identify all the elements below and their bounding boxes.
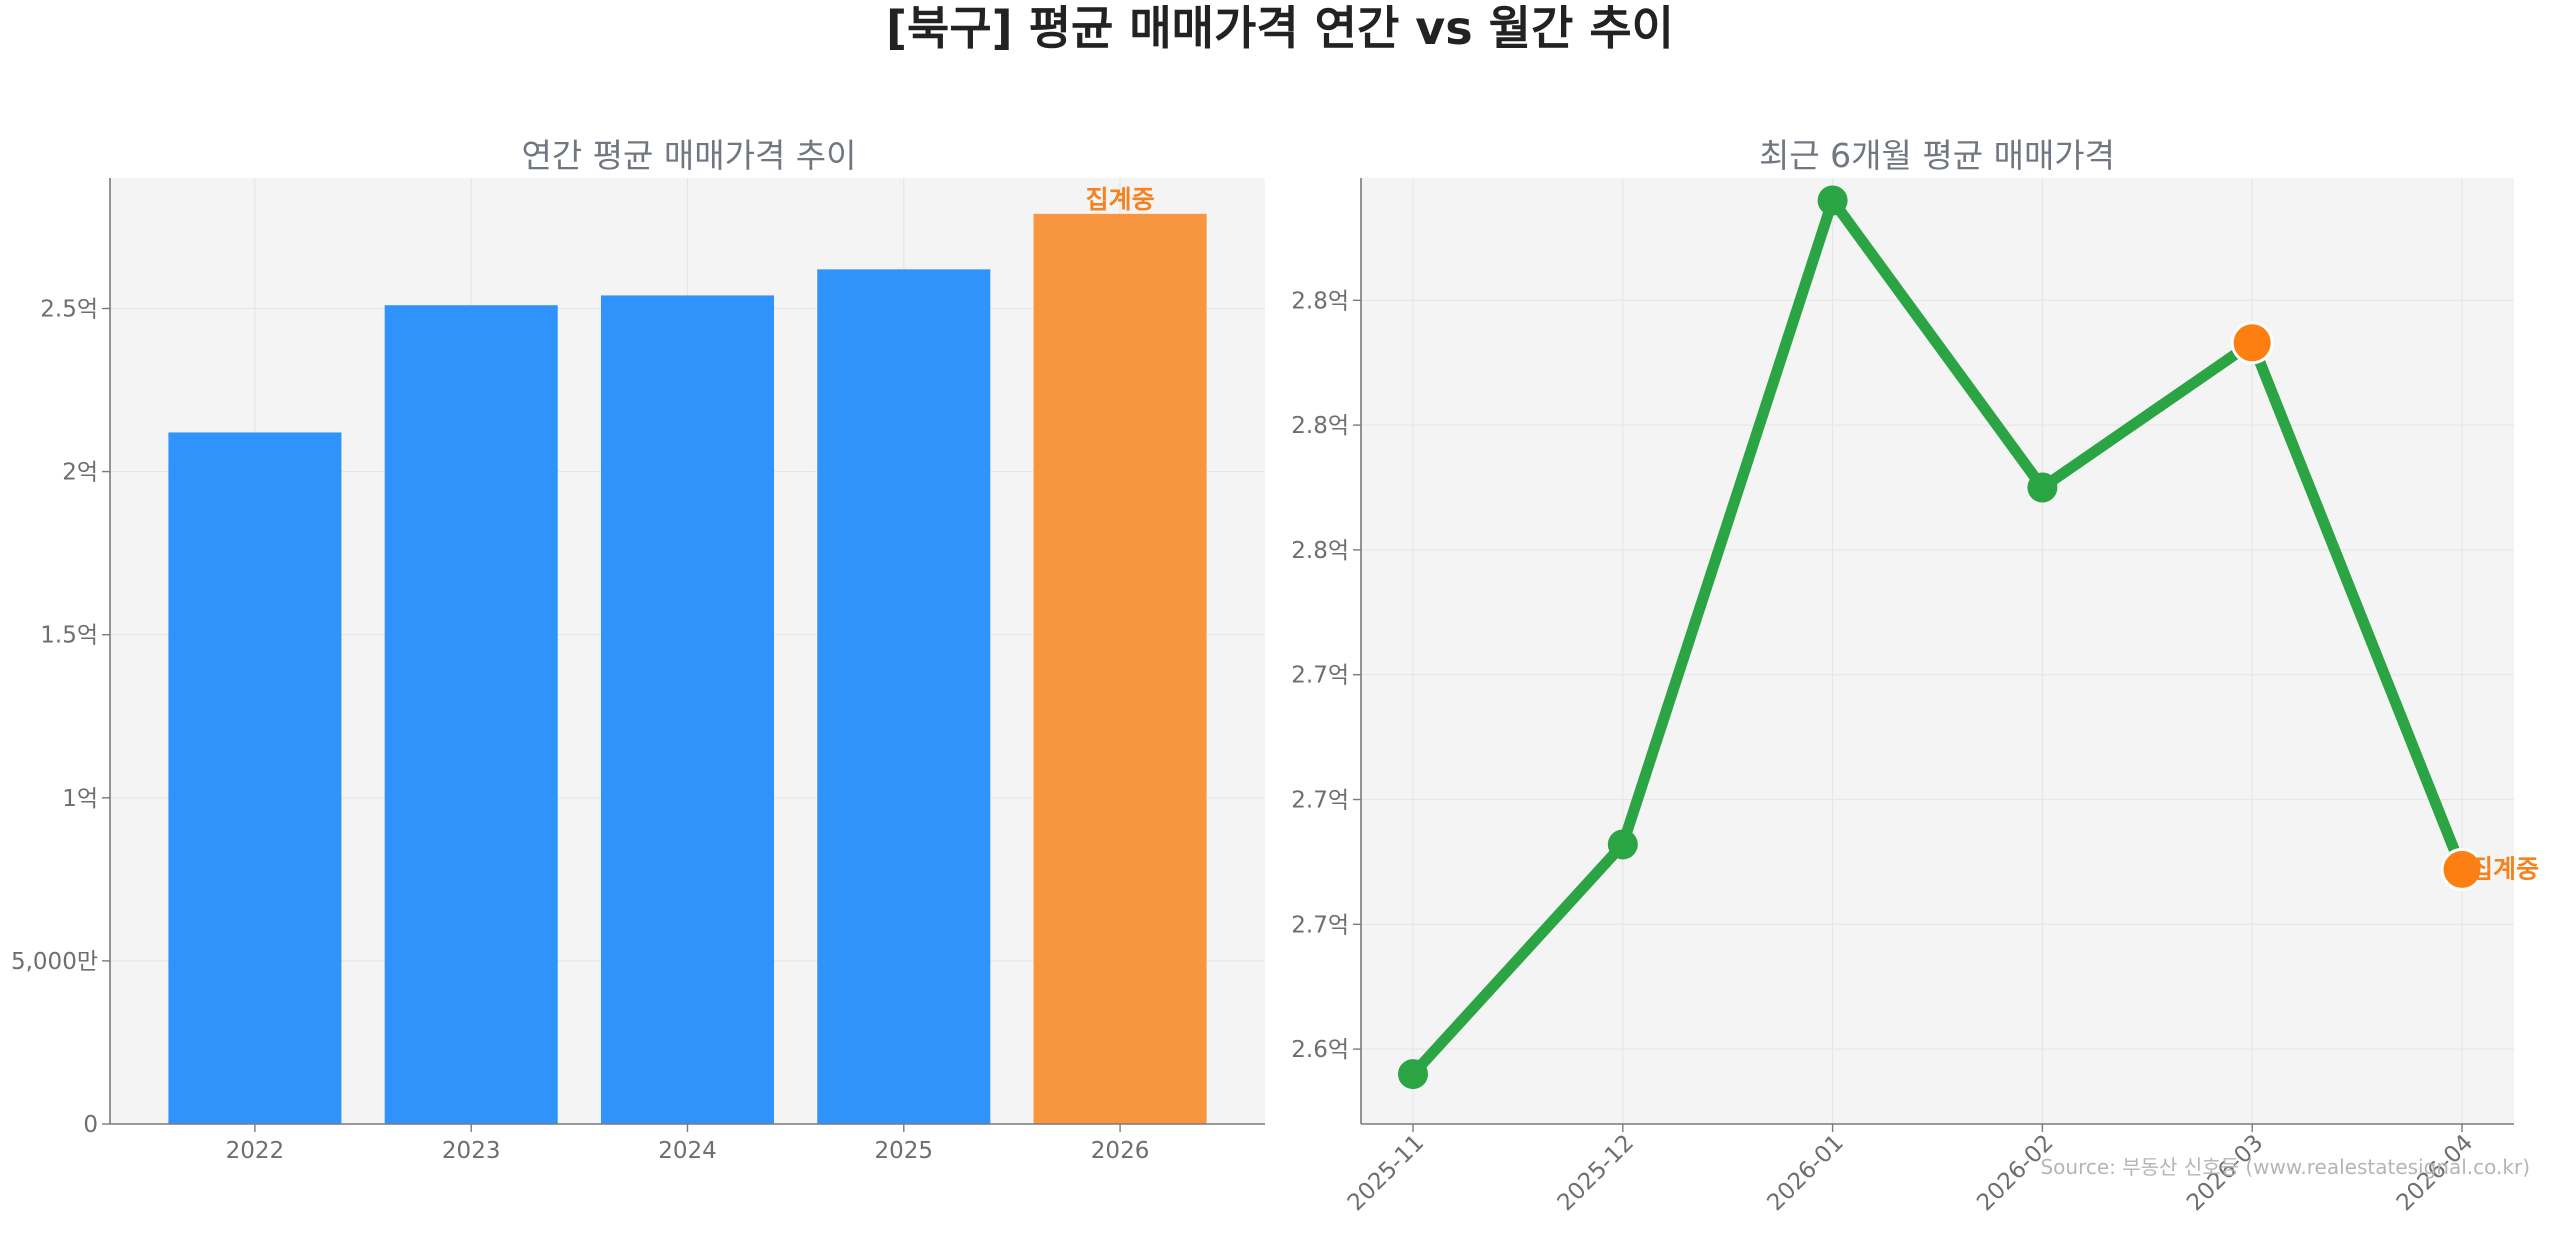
bar-annotation: 집계중 (1086, 185, 1155, 214)
line-point-2025-12 (1607, 829, 1638, 860)
line-y-tick-label: 2.7억 (1291, 912, 1349, 938)
line-y-tick-label: 2.7억 (1291, 663, 1349, 689)
source-footnote: Source: 부동산 신호등 (www.realestatesignal.co… (2040, 1155, 2530, 1179)
bar-y-tick-label: 1.5억 (40, 623, 98, 649)
bar-x-tick-label: 2023 (442, 1138, 501, 1164)
monthly-line-chart: 최근 6개월 평균 매매가격 2.6억2.7억2.7억2.7억2.8억2.8억2… (1291, 136, 2539, 1216)
line-series (1398, 185, 2484, 1090)
line-y-tick-label: 2.8억 (1291, 413, 1349, 439)
line-point-2026-04 (2440, 847, 2484, 891)
bar-x-tick-label: 2026 (1091, 1138, 1150, 1164)
line-y-tick-label: 2.7억 (1291, 788, 1349, 814)
bar-x-tick-label: 2025 (875, 1138, 934, 1164)
line-y-axis: 2.6억 2.7억 2.7억 2.7억 2.8억 2.8억 2.8억 (1291, 288, 1361, 1063)
line-annotation: 집계중 (2470, 854, 2539, 883)
bar-y-tick-label: 2.5억 (40, 296, 98, 322)
bar-y-tick-label: 1억 (62, 786, 98, 812)
bar-x-axis: 2022 2023 2024 2025 2026 (226, 1124, 1150, 1164)
line-grid (1361, 178, 2514, 1124)
monthly-price-line (1407, 188, 2468, 1080)
line-point-2025-11 (1398, 1059, 1428, 1090)
bar-chart-title: 연간 평균 매매가격 추이 (521, 136, 856, 175)
line-y-tick-label: 2.6억 (1291, 1037, 1349, 1063)
bar-2025 (817, 269, 991, 1125)
line-plot-area (1361, 178, 2514, 1124)
bar-2024 (600, 295, 775, 1125)
line-x-tick-label: 2026-01 (1762, 1130, 1848, 1216)
line-y-tick-label: 2.8억 (1291, 538, 1349, 564)
line-chart-title: 최근 6개월 평균 매매가격 (1759, 136, 2115, 175)
line-x-tick-label: 2025-11 (1343, 1130, 1429, 1216)
line-point-2026-01 (1817, 185, 1848, 216)
bar-y-tick-label: 2억 (62, 460, 98, 486)
bar-2023 (384, 305, 558, 1124)
bar-x-tick-label: 2024 (658, 1138, 717, 1164)
bar-2022 (168, 432, 342, 1124)
bar-y-tick-label: 0 (83, 1112, 98, 1138)
bar-y-axis: 0 5,000만 1억 1.5억 2억 2.5억 (11, 296, 110, 1138)
figure-title: [북구] 평균 매매가격 연간 vs 월간 추이 (886, 1, 1674, 55)
bar-2026 (1033, 213, 1207, 1124)
line-x-tick-label: 2025-12 (1553, 1130, 1639, 1216)
bar-y-tick-label: 5,000만 (11, 949, 98, 975)
line-point-2026-03 (2230, 321, 2274, 365)
line-y-tick-label: 2.8억 (1291, 288, 1349, 314)
line-point-2026-02 (2027, 472, 2058, 503)
bar-x-tick-label: 2022 (226, 1138, 285, 1164)
bar-series (168, 213, 1207, 1125)
